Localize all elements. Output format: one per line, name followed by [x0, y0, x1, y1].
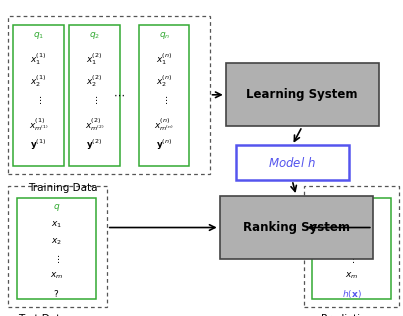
FancyBboxPatch shape — [236, 145, 349, 180]
Text: $\vdots$: $\vdots$ — [53, 253, 60, 265]
Text: $\mathbf{y}^{(1)}$: $\mathbf{y}^{(1)}$ — [30, 137, 47, 152]
Text: $x_{m^{(n)}}^{(n)}$: $x_{m^{(n)}}^{(n)}$ — [154, 116, 174, 133]
Text: $q$: $q$ — [348, 202, 355, 213]
Text: Ranking System: Ranking System — [243, 221, 350, 234]
Text: $?$: $?$ — [53, 288, 59, 299]
Text: $x_1^{(2)}$: $x_1^{(2)}$ — [86, 52, 103, 67]
FancyBboxPatch shape — [220, 196, 373, 259]
Text: $\vdots$: $\vdots$ — [91, 94, 98, 106]
Text: Training Data: Training Data — [28, 183, 97, 193]
Text: $\vdots$: $\vdots$ — [348, 253, 355, 265]
Text: $\cdots$: $\cdots$ — [113, 90, 125, 100]
Text: $x_2$: $x_2$ — [51, 236, 62, 247]
Text: $x_1$: $x_1$ — [51, 219, 62, 230]
Text: $\mathbf{y}^{(n)}$: $\mathbf{y}^{(n)}$ — [156, 137, 172, 152]
Text: $x_m$: $x_m$ — [345, 270, 358, 281]
Text: $h(\mathbf{x})$: $h(\mathbf{x})$ — [342, 288, 361, 300]
Text: $x_1$: $x_1$ — [346, 219, 357, 230]
Text: $x_{m^{(2)}}^{(2)}$: $x_{m^{(2)}}^{(2)}$ — [85, 116, 104, 133]
Text: $x_2^{(2)}$: $x_2^{(2)}$ — [86, 73, 103, 88]
Text: $x_2$: $x_2$ — [346, 236, 357, 247]
Text: $\mathbf{y}^{(2)}$: $\mathbf{y}^{(2)}$ — [86, 137, 103, 152]
Text: $x_2^{(n)}$: $x_2^{(n)}$ — [156, 73, 172, 88]
Text: $x_2^{(1)}$: $x_2^{(1)}$ — [30, 73, 47, 88]
Text: $x_m$: $x_m$ — [50, 270, 63, 281]
FancyBboxPatch shape — [226, 63, 379, 126]
Text: $x_{m^{(1)}}^{(1)}$: $x_{m^{(1)}}^{(1)}$ — [29, 116, 48, 133]
Text: $x_1^{(1)}$: $x_1^{(1)}$ — [30, 52, 47, 67]
Text: $q_1$: $q_1$ — [33, 30, 44, 41]
Text: $\vdots$: $\vdots$ — [35, 94, 42, 106]
Text: Prediction: Prediction — [321, 314, 374, 316]
Text: Test Data: Test Data — [18, 314, 66, 316]
Text: $\vdots$: $\vdots$ — [161, 94, 168, 106]
Text: Learning System: Learning System — [247, 88, 358, 101]
Text: $q_n$: $q_n$ — [158, 30, 170, 41]
Text: $q_2$: $q_2$ — [89, 30, 100, 41]
Text: Model $h$: Model $h$ — [268, 156, 316, 170]
Text: $q$: $q$ — [52, 202, 60, 213]
Text: $x_1^{(n)}$: $x_1^{(n)}$ — [156, 52, 172, 67]
